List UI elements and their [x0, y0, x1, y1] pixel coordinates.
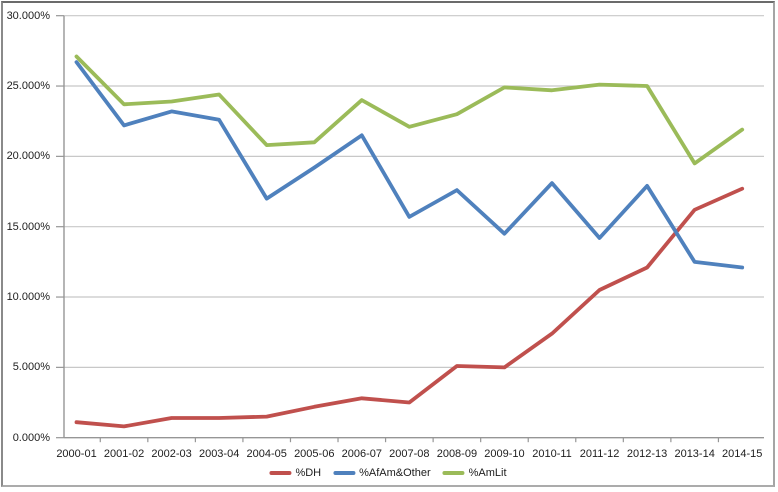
x-tick-label: 2000-01 [56, 448, 97, 460]
x-tick-label: 2011-12 [579, 448, 620, 460]
x-tick-label: 2003-04 [198, 448, 240, 460]
x-tick-label: 2014-15 [722, 448, 763, 460]
y-tick-label: 30.000% [6, 9, 50, 22]
legend-label: %AfAm&Other [359, 467, 431, 479]
plot-area [56, 15, 764, 443]
legend-item-afamother: %AfAm&Other [333, 467, 431, 479]
legend-line-marker [333, 471, 356, 475]
y-tick-label: 5.000% [12, 361, 50, 374]
x-tick-label: 2002-03 [151, 448, 192, 460]
legend-item-amlit: %AmLit [442, 467, 507, 479]
series-line-dh [74, 186, 745, 429]
legend: %DH %AfAm&Other %AmLit [269, 467, 507, 479]
x-tick-label: 2013-14 [674, 448, 715, 460]
legend-item-dh: %DH [269, 467, 321, 479]
legend-line-marker [442, 471, 465, 475]
y-tick-label: 15.000% [6, 220, 50, 233]
series-line-amlit [74, 54, 745, 166]
x-tick-label: 2012-13 [626, 448, 668, 460]
x-tick-label: 2004-05 [246, 448, 287, 460]
x-tick-label: 2006-07 [341, 448, 382, 460]
x-tick-label: 2008-09 [436, 448, 478, 460]
x-tick-label: 2007-08 [389, 448, 430, 460]
legend-label: %AmLit [468, 467, 507, 479]
y-tick-label: 20.000% [6, 150, 50, 163]
y-tick-label: 10.000% [6, 291, 50, 304]
x-tick-label: 2001-02 [103, 448, 145, 460]
series-line-afamother [74, 60, 745, 270]
x-tick-label: 2010-11 [532, 448, 572, 460]
y-tick-label: 25.000% [6, 80, 50, 93]
legend-label: %DH [295, 467, 322, 479]
x-tick-label: 2009-10 [484, 448, 525, 460]
x-tick-label: 2005-06 [294, 448, 335, 460]
y-tick-label: 0.000% [12, 431, 50, 444]
legend-line-marker [269, 471, 292, 475]
